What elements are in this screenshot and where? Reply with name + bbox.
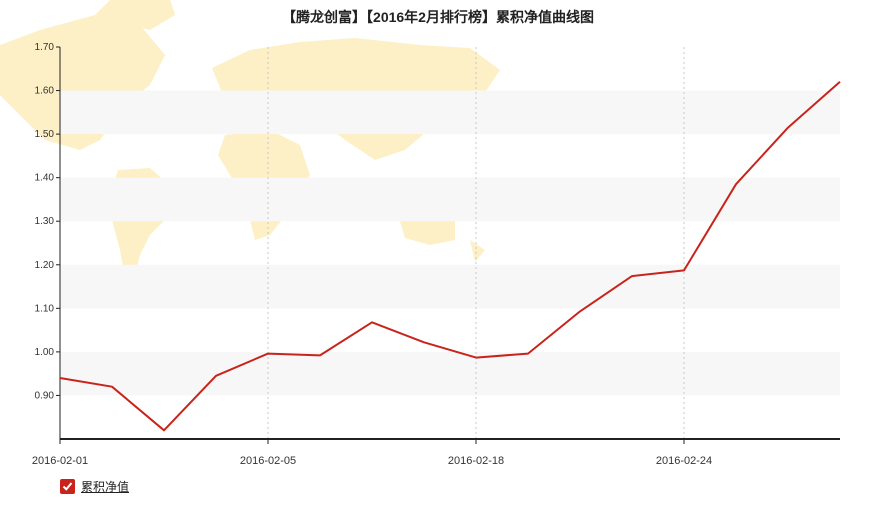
- legend-label[interactable]: 累积净值: [81, 480, 130, 494]
- y-axis-ticks: 0.90 1.00 1.10 1.20 1.30 1.40 1.50 1.60 1.70: [35, 42, 60, 401]
- plot-band: [60, 177, 840, 222]
- plot-band: [60, 264, 840, 309]
- y-tick-label: 1.40: [35, 173, 55, 184]
- plot-bands: [60, 90, 840, 396]
- vertical-gridlines: [267, 47, 685, 439]
- plot-band: [60, 351, 840, 396]
- x-axis-ticks: 2016-02-01 2016-02-05 2016-02-18 2016-02-24: [32, 439, 712, 467]
- x-tick-label: 2016-02-18: [448, 455, 504, 467]
- x-tick-label: 2016-02-24: [656, 455, 712, 467]
- y-tick-label: 1.70: [35, 42, 55, 53]
- x-tick-label: 2016-02-01: [32, 455, 88, 467]
- plot-band: [60, 90, 840, 135]
- y-tick-label: 1.60: [35, 86, 55, 97]
- y-tick-label: 1.10: [35, 303, 55, 314]
- y-tick-label: 1.50: [35, 129, 55, 140]
- y-tick-label: 0.90: [35, 390, 55, 401]
- y-tick-label: 1.20: [35, 260, 55, 271]
- series-line-累积净值: [59, 81, 841, 432]
- y-tick-label: 1.30: [35, 216, 55, 227]
- y-tick-label: 1.00: [35, 347, 55, 358]
- legend-item[interactable]: 累积净值: [60, 478, 129, 495]
- world-map-background: [0, 0, 500, 278]
- checkbox-checked-icon[interactable]: [60, 479, 75, 494]
- x-tick-label: 2016-02-05: [240, 455, 296, 467]
- chart-title: 【腾龙创富】【2016年2月排行榜】累积净值曲线图: [282, 9, 594, 25]
